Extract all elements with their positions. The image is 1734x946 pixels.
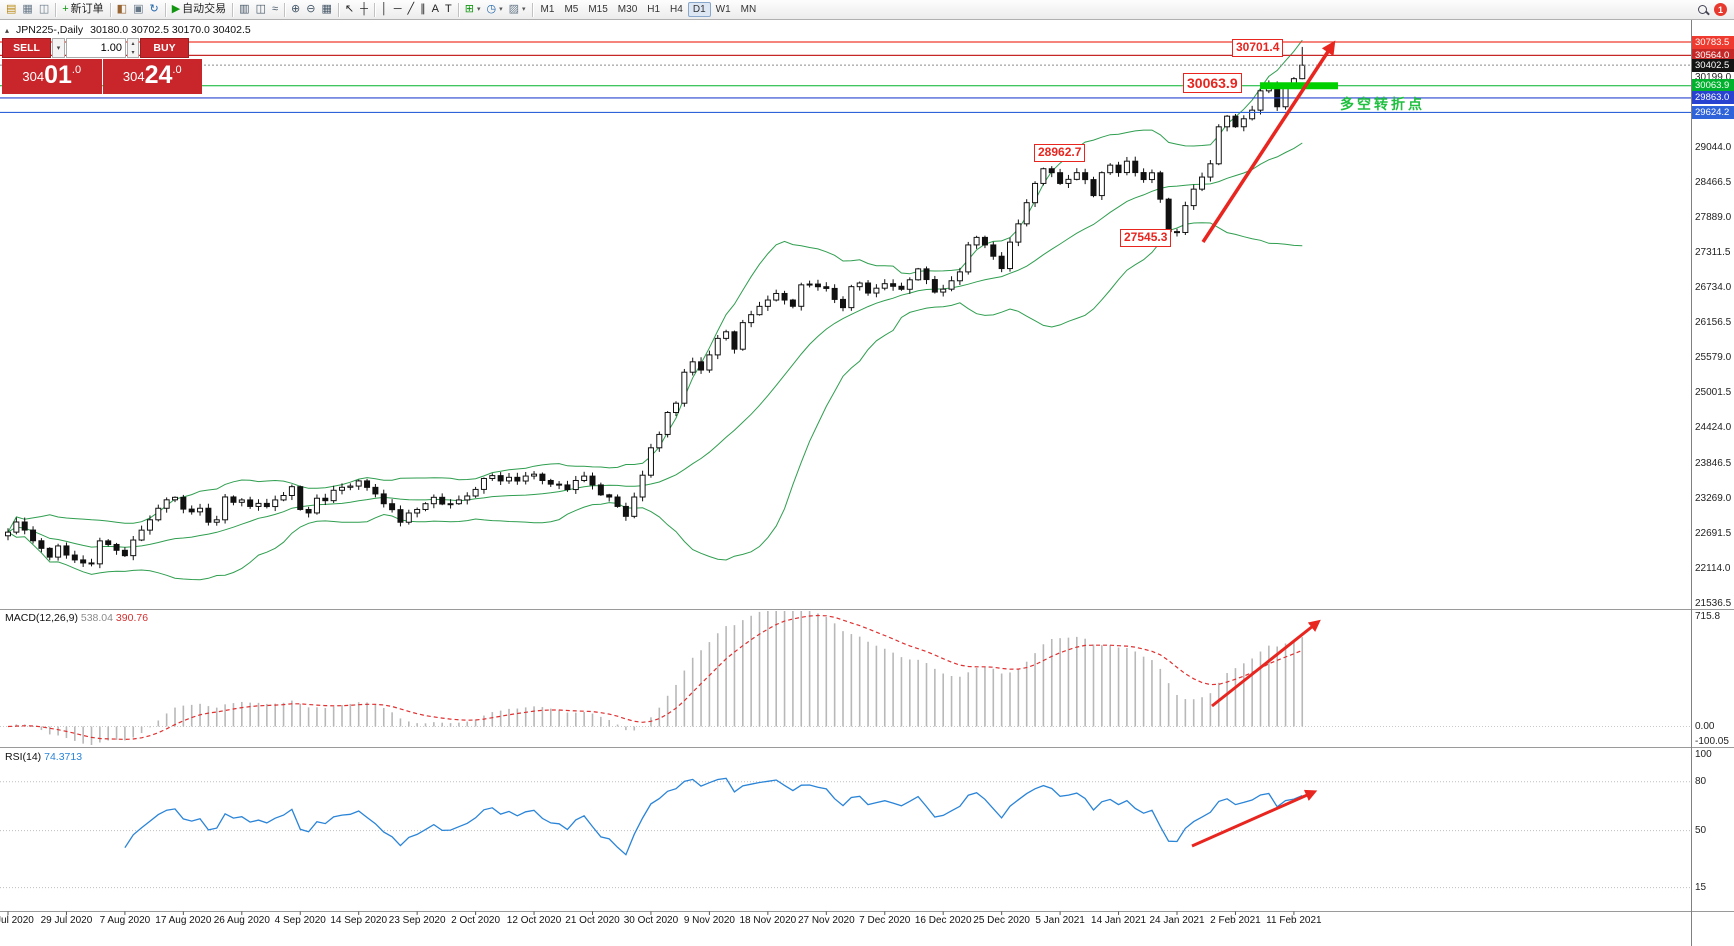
dropdown-arrow-icon: ▾ — [522, 6, 526, 13]
toolbar-separator — [55, 2, 57, 17]
profiles-button[interactable]: ▦ — [19, 1, 35, 18]
periods-button[interactable]: ◷ ▾ — [483, 1, 505, 18]
terminal-button[interactable]: ▣ — [130, 1, 146, 18]
volume-dropdown-icon[interactable]: ▾ — [52, 38, 65, 58]
zoom-in-icon: ⊕ — [291, 3, 301, 15]
bid-price[interactable]: 304 01.0 — [2, 59, 102, 94]
timeframe-m30[interactable]: M30 — [617, 4, 638, 15]
toolbar-separator — [531, 2, 533, 17]
vertical-line-button[interactable]: │ — [378, 1, 391, 18]
dropdown-arrow-icon: ▾ — [499, 6, 503, 13]
autotrading-icon: ▶ — [171, 3, 181, 15]
zoom-out-button[interactable]: ⊖ — [303, 1, 318, 18]
new-chart-button[interactable]: ▤ — [3, 1, 19, 18]
templates-button[interactable]: ▨ ▾ — [506, 1, 529, 18]
toolbar: ▤ ▦ ◫ + 新订单 ◧ ▣ ↻ ▶ 自动交易 ▥ ◫ ≈ ⊕ ⊖ ▦ ↖ ┼ │ ─ ╱ ∥ A T ⊞ ▾ ◷ ▾ ▨ ▾ M1 M5 M… — [0, 0, 1734, 20]
candlestick-chart-button[interactable]: ◫ — [253, 1, 269, 18]
toolbar-separator — [337, 2, 339, 17]
price-label-annotation[interactable]: 30701.4 — [1232, 39, 1284, 57]
refresh-button[interactable]: ↻ — [146, 1, 161, 18]
dropdown-arrow-icon: ▾ — [476, 6, 481, 13]
timeframe-m1[interactable]: M1 — [540, 4, 555, 15]
zoom-out-icon: ⊖ — [306, 3, 316, 15]
candlestick-chart-icon: ◫ — [255, 3, 266, 15]
bar-chart-icon: ▥ — [239, 3, 250, 15]
crosshair-icon: ┼ — [360, 3, 368, 15]
channel-icon: ∥ — [420, 3, 426, 15]
metaeditor-icon: ◧ — [116, 3, 128, 15]
text-icon: A — [431, 3, 440, 15]
indicators-icon: ⊞ — [464, 3, 474, 15]
line-chart-button[interactable]: ≈ — [269, 1, 281, 18]
price-label-annotation[interactable]: 30063.9 — [1183, 73, 1242, 94]
horizontal-line-icon: ─ — [393, 3, 402, 15]
volume-down-button[interactable]: ▾ — [131, 50, 135, 56]
toolbar-separator — [232, 2, 234, 17]
market-watch-button[interactable]: ◫ — [36, 1, 52, 18]
terminal-icon: ▣ — [133, 3, 144, 15]
metaeditor-button[interactable]: ◧ — [114, 1, 130, 18]
timeframe-d1[interactable]: D1 — [687, 2, 711, 17]
trendline-icon: ╱ — [407, 3, 415, 15]
cursor-icon: ↖ — [344, 3, 355, 15]
volume-up-button[interactable]: ▴ — [131, 41, 135, 47]
toolbar-separator — [164, 2, 166, 17]
text-button[interactable]: A — [429, 1, 442, 18]
search-icon[interactable] — [1698, 5, 1707, 14]
price-label-annotation[interactable]: 27545.3 — [1120, 229, 1172, 247]
trade-panel-controls: SELL ▾ ▴▾ BUY — [2, 38, 202, 58]
new-order-button[interactable]: + 新订单 — [59, 1, 106, 18]
price-label-annotation[interactable]: 28962.7 — [1034, 144, 1086, 162]
templates-icon: ▨ — [508, 3, 520, 15]
arrows-button[interactable]: T — [442, 1, 455, 18]
toolbar-separator — [109, 2, 111, 17]
ask-price[interactable]: 304 24.0 — [102, 59, 202, 94]
profiles-icon: ▦ — [22, 3, 33, 15]
arrows-icon: T — [445, 3, 452, 15]
channel-button[interactable]: ∥ — [417, 1, 429, 18]
trend-annotation-text[interactable]: 多空转折点 — [1340, 96, 1425, 112]
notification-badge[interactable]: 1 — [1714, 3, 1727, 16]
cursor-button[interactable]: ↖ — [342, 1, 357, 18]
sell-button[interactable]: SELL — [2, 38, 51, 58]
tile-windows-button[interactable]: ▦ — [318, 1, 334, 18]
crosshair-button[interactable]: ┼ — [357, 1, 371, 18]
line-chart-icon: ≈ — [271, 3, 279, 15]
timeframe-w1[interactable]: W1 — [715, 4, 731, 15]
new-order-icon: + — [62, 3, 69, 15]
timeframe-m5[interactable]: M5 — [564, 4, 579, 15]
bar-chart-button[interactable]: ▥ — [236, 1, 252, 18]
tile-windows-icon: ▦ — [321, 3, 332, 15]
toolbar-separator — [457, 2, 459, 17]
new-chart-icon: ▤ — [6, 3, 17, 15]
timeframe-mn[interactable]: MN — [740, 4, 757, 15]
collapse-panel-icon[interactable]: ▴ — [5, 25, 10, 35]
timeframe-h1[interactable]: H1 — [647, 4, 661, 15]
horizontal-line-button[interactable]: ─ — [391, 1, 405, 18]
autotrading-button-label: 自动交易 — [182, 3, 227, 15]
toolbar-separator — [284, 2, 286, 17]
timeframe-m15[interactable]: M15 — [588, 4, 608, 15]
new-order-button-label: 新订单 — [70, 3, 104, 15]
volume-input[interactable] — [66, 38, 126, 58]
periods-icon: ◷ — [486, 3, 497, 15]
toolbar-right: 1 — [1698, 3, 1731, 16]
toolbar-separator — [373, 2, 375, 17]
trendline-button[interactable]: ╱ — [405, 1, 418, 18]
refresh-icon: ↻ — [149, 3, 159, 15]
zoom-in-button[interactable]: ⊕ — [288, 1, 303, 18]
indicators-button[interactable]: ⊞ ▾ — [462, 1, 484, 18]
buy-button[interactable]: BUY — [140, 38, 189, 58]
autotrading-button[interactable]: ▶ 自动交易 — [169, 1, 229, 18]
volume-stepper[interactable]: ▴ ▾ — [127, 38, 139, 58]
timeframe-h4[interactable]: H4 — [670, 4, 683, 15]
market-watch-icon: ◫ — [38, 3, 50, 15]
vertical-line-icon: │ — [380, 3, 388, 15]
trade-panel-prices: 304 01.0 304 24.0 — [2, 59, 202, 94]
